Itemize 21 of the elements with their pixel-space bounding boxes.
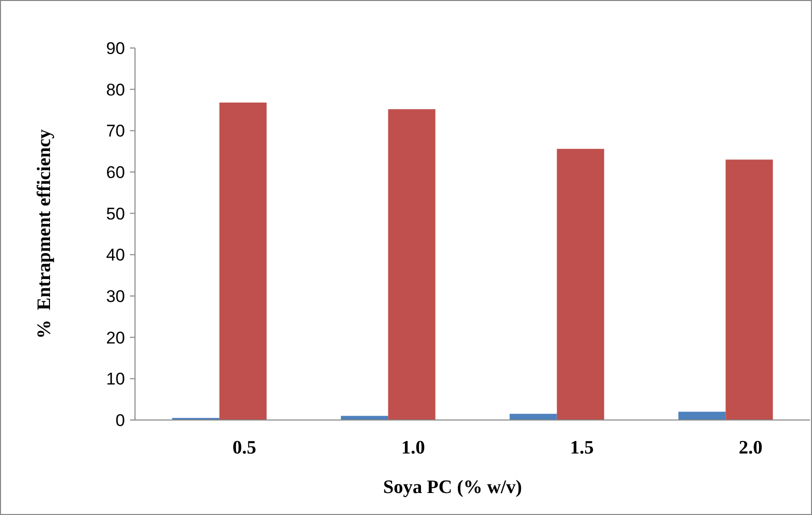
y-tick-label: 90 bbox=[106, 38, 125, 58]
x-tick-label: 2.0 bbox=[738, 438, 762, 459]
bar bbox=[726, 160, 773, 420]
y-tick-label: 30 bbox=[106, 286, 125, 306]
y-tick-label: 10 bbox=[106, 370, 125, 389]
x-tick-label: 1.5 bbox=[570, 438, 594, 459]
y-tick-label: 0 bbox=[116, 410, 125, 430]
y-axis-title: % Entrapment efficiency bbox=[34, 128, 55, 339]
y-tick-label: 80 bbox=[106, 80, 125, 100]
bar bbox=[678, 412, 726, 420]
y-tick-label: 60 bbox=[106, 162, 125, 182]
x-tick-label: 1.0 bbox=[401, 438, 425, 459]
y-tick-label: 40 bbox=[106, 246, 125, 265]
y-tick-label: 50 bbox=[106, 204, 125, 224]
bar bbox=[556, 148, 604, 420]
x-tick-label: 0.5 bbox=[232, 438, 256, 459]
x-axis-title: Soya PC (% w/v) bbox=[383, 477, 522, 498]
bar bbox=[219, 102, 267, 420]
y-tick-label: 20 bbox=[106, 328, 125, 348]
y-tick-label: 70 bbox=[106, 122, 125, 141]
bar bbox=[388, 109, 436, 420]
